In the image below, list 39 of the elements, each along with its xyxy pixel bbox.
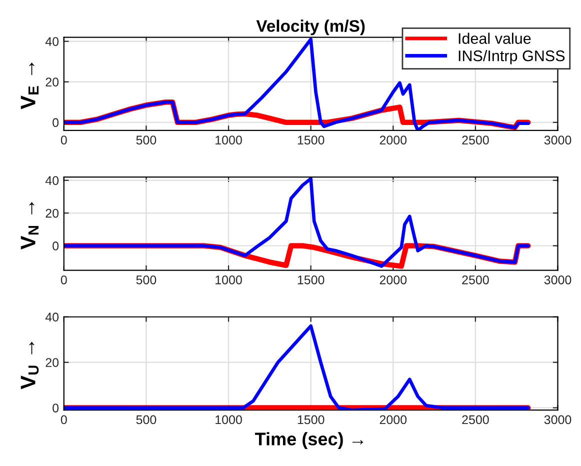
y-tick-label: 0 [52, 118, 59, 128]
x-tick-label: 1000 [216, 415, 242, 424]
y-tick-label: 40 [45, 37, 59, 46]
y-tick-label: 20 [46, 208, 59, 218]
x-tick-label: 3000 [544, 275, 572, 284]
x-tick-label: 1000 [216, 275, 242, 284]
y-tick-label: 0 [52, 404, 59, 412]
x-tick-label: 2000 [380, 415, 407, 424]
x-tick-label: 1500 [298, 415, 324, 424]
chart-title: Velocity (m/S) [256, 20, 365, 36]
x-tick-label: 2000 [380, 275, 407, 284]
x-tick-label: 0 [60, 275, 67, 284]
y-tick-label: 0 [52, 242, 59, 250]
x-tick-label: 1500 [298, 275, 324, 284]
y-axis-title: V$_{U}$ → [20, 342, 39, 390]
line-series [64, 324, 530, 410]
x-tick-label: 500 [136, 136, 156, 145]
x-tick-label: 1500 [298, 136, 324, 145]
x-tick-label: 3000 [544, 415, 572, 424]
line-series [64, 177, 530, 268]
x-tick-label: 3000 [544, 136, 572, 145]
y-tick-label: 20 [46, 78, 59, 87]
y-axis-title: V$_{N}$ → [20, 202, 39, 250]
y-tick-label: 40 [45, 176, 59, 186]
y-tick-label: 20 [46, 358, 59, 367]
x-tick-label: 2500 [462, 275, 489, 284]
x-tick-label: 2500 [462, 136, 489, 145]
x-tick-label: 0 [60, 136, 67, 145]
x-tick-label: 2000 [380, 136, 407, 145]
legend-label: INS/Intrp GNSS [458, 50, 565, 64]
x-tick-label: 500 [136, 275, 156, 284]
legend-label: Ideal value [458, 32, 531, 44]
y-axis-title: V$_{E}$ → [20, 62, 39, 110]
x-tick-label: 500 [136, 415, 156, 424]
x-axis-title: Time (sec) → [255, 432, 364, 449]
y-tick-label: 40 [45, 312, 59, 322]
x-tick-label: 2500 [462, 415, 489, 424]
x-tick-label: 0 [60, 415, 67, 424]
x-tick-label: 1000 [216, 136, 242, 145]
